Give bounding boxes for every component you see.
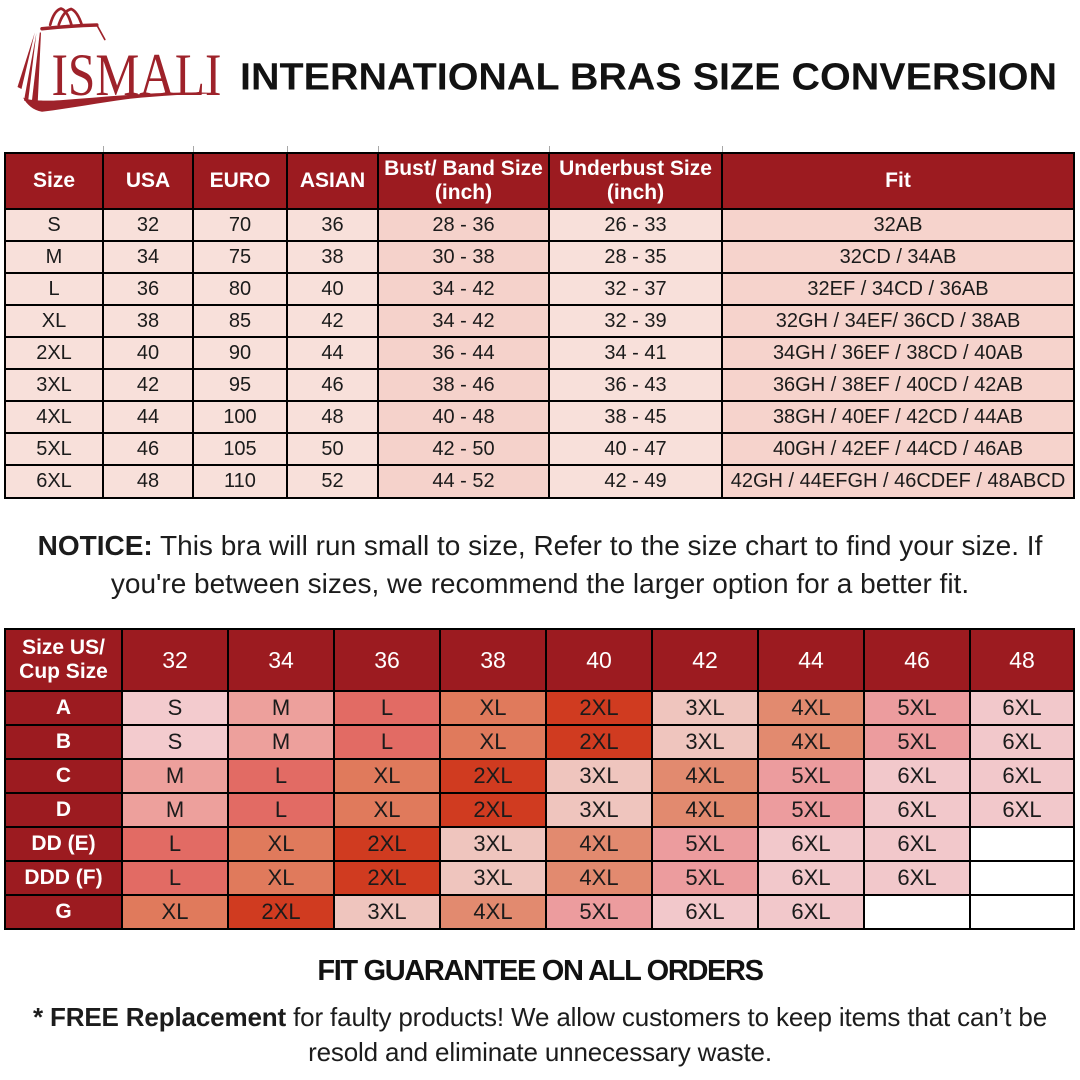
- svg-text:ISMALI: ISMALI: [52, 42, 222, 108]
- svg-text:INTERNATIONAL BRAS SIZE CONVER: INTERNATIONAL BRAS SIZE CONVERSION: [240, 57, 1057, 99]
